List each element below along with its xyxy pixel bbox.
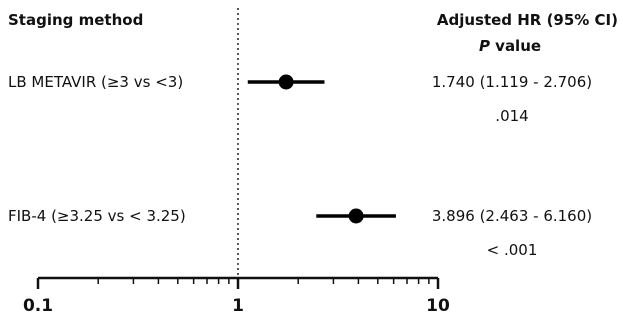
header-p-italic: P <box>479 37 490 55</box>
header-staging-method: Staging method <box>8 11 143 29</box>
p-value-text: .014 <box>495 107 528 125</box>
header-p-rest: value <box>490 37 541 55</box>
row-label: LB METAVIR (≥3 vs <3) <box>8 73 183 91</box>
row-label: FIB-4 (≥3.25 vs < 3.25) <box>8 207 186 225</box>
hr-point <box>348 208 364 224</box>
forest-rows: LB METAVIR (≥3 vs <3) 1.740 (1.119 - 2.70… <box>8 73 592 259</box>
x-axis-tick-label: 0.1 <box>23 296 53 316</box>
header-p-value: P value <box>479 37 541 55</box>
forest-row: LB METAVIR (≥3 vs <3) 1.740 (1.119 - 2.70… <box>8 73 592 125</box>
forest-row: FIB-4 (≥3.25 vs < 3.25) 3.896 (2.463 - 6.… <box>8 207 592 259</box>
p-value-text: < .001 <box>487 241 538 259</box>
x-axis-tick-label: 1 <box>232 296 244 316</box>
ci-text: 3.896 (2.463 - 6.160) <box>432 207 592 225</box>
hr-point <box>278 74 294 90</box>
x-axis-tick-label: 10 <box>426 296 450 316</box>
x-axis: 0.1 1 10 <box>23 276 450 316</box>
header-adjusted-hr: Adjusted HR (95% CI) <box>437 11 618 29</box>
ci-text: 1.740 (1.119 - 2.706) <box>432 73 592 91</box>
